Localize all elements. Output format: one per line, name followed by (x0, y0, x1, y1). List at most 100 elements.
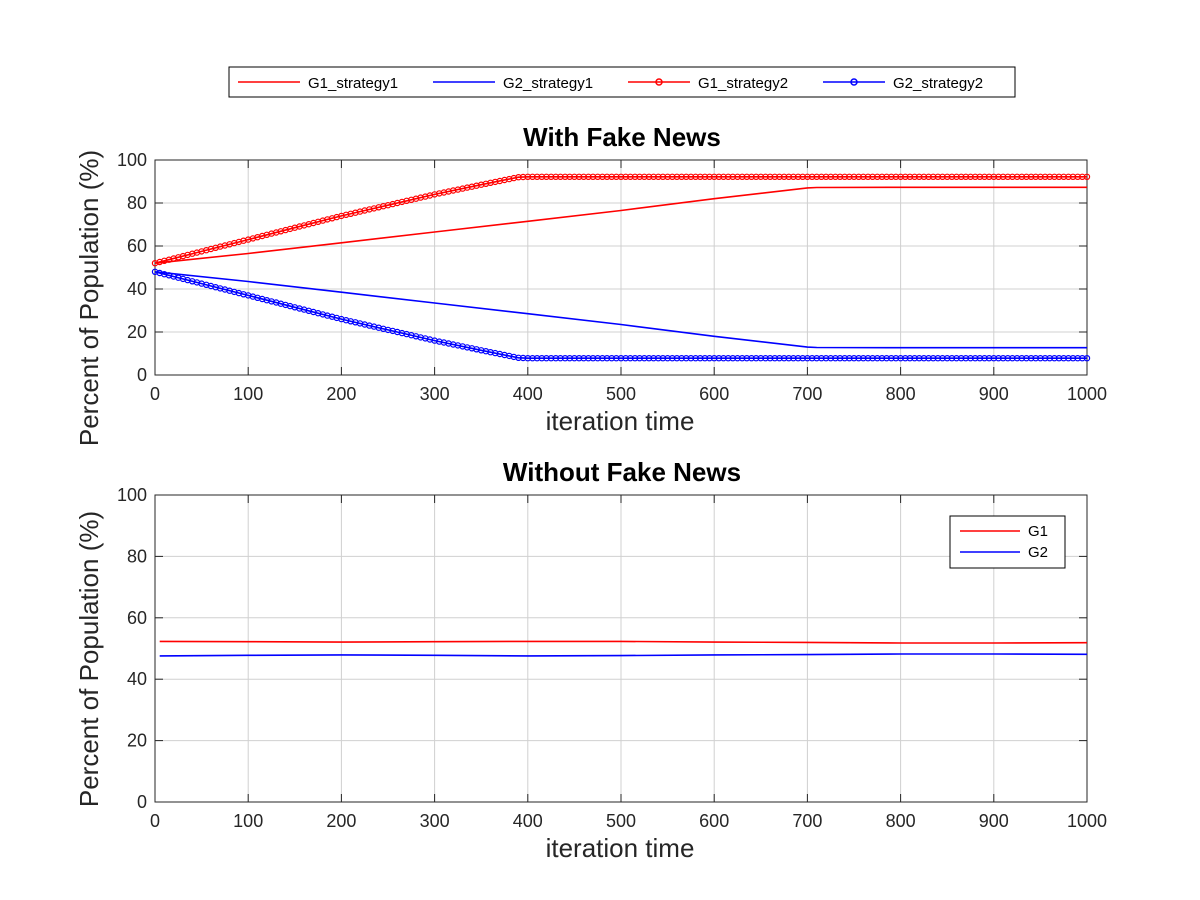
series-point-g2-strategy2 (585, 355, 592, 362)
x-tick-label: 500 (606, 811, 636, 831)
series-point-g1-strategy2 (645, 173, 653, 180)
series-point-g2-strategy2 (739, 355, 746, 362)
series-point-g1-strategy2 (855, 173, 862, 180)
series-point-g1-strategy2 (878, 173, 886, 180)
chart-with-fake-news: With Fake News 0 100 200 300 400 500 600 700 800… (74, 122, 1107, 446)
series-line-g1 (159, 640, 1088, 644)
series-point-g2-strategy2 (958, 355, 965, 362)
series-line-g1-strategy2 (154, 176, 1087, 264)
x-tick-label: 1000 (1067, 811, 1107, 831)
series-point-g1-strategy2 (608, 173, 615, 180)
series-point-g2-strategy2 (599, 355, 606, 362)
series-point-g1-strategy2 (739, 173, 746, 180)
x-tick-label: 800 (886, 811, 916, 831)
series-point-g2-strategy2 (864, 355, 872, 362)
y-tick-label: 20 (127, 731, 147, 751)
x-tick-label: 100 (233, 384, 263, 404)
series-point-g2-strategy2 (981, 355, 988, 362)
x-tick-label: 700 (792, 811, 822, 831)
plot-area-bottom: 0 100 200 300 400 500 600 700 800 900 1000 0 20 40 60 8… (117, 485, 1107, 831)
y-tick-label: 0 (137, 365, 147, 385)
top-legend-marker-g1-strategy2 (655, 78, 663, 86)
series-point-g2-strategy2 (645, 355, 653, 362)
x-tick-label: 300 (420, 811, 450, 831)
y-tick-label: 20 (127, 322, 147, 342)
y-tick-label: 60 (127, 236, 147, 256)
series-point-g2-strategy2 (934, 355, 942, 362)
series-point-g2-strategy2 (855, 355, 862, 362)
x-tick-label: 1000 (1067, 384, 1107, 404)
inner-legend-label-g2: G2 (1028, 544, 1048, 561)
series-point-g1-strategy2 (762, 173, 769, 180)
series-point-g2-strategy2 (762, 355, 769, 362)
x-tick-label: 200 (326, 811, 356, 831)
y-tick-label: 80 (127, 193, 147, 213)
x-tick-label: 300 (420, 384, 450, 404)
series-point-g2-strategy2 (841, 355, 848, 362)
top-legend-marker-g2-strategy2 (850, 78, 858, 86)
chart-without-fake-news: Without Fake News 0 100 200 300 400 500 600 700… (74, 457, 1107, 863)
series-point-g2-strategy2 (631, 355, 639, 362)
x-tick-label: 400 (513, 811, 543, 831)
series-point-g2-strategy2 (878, 355, 886, 362)
x-tick-label: 100 (233, 811, 263, 831)
series-line-g2 (159, 653, 1088, 657)
series-point-g2-strategy2 (995, 355, 1002, 362)
series-point-g2-strategy2 (972, 355, 979, 362)
series-point-g2-strategy2 (1083, 355, 1091, 362)
series-point-g1-strategy2 (529, 173, 536, 180)
series-point-g1-strategy2 (972, 173, 979, 180)
x-tick-label: 900 (979, 811, 1009, 831)
x-tick-label: 600 (699, 384, 729, 404)
series-point-g2-strategy2 (818, 355, 825, 362)
series-point-g1-strategy2 (715, 173, 723, 180)
x-axis-label-top: iteration time (546, 406, 695, 436)
y-tick-label: 100 (117, 150, 147, 170)
series-line-g2-strategy1 (154, 271, 1087, 349)
series-point-g1-strategy2 (832, 173, 839, 180)
series-point-g1-strategy2 (841, 173, 848, 180)
series-point-g1-strategy2 (631, 173, 639, 180)
series-point-g2-strategy2 (529, 355, 536, 362)
x-tick-label: 0 (150, 384, 160, 404)
series-point-g1-strategy2 (864, 173, 872, 180)
series-line-g1-strategy1 (154, 186, 1087, 264)
x-tick-label: 500 (606, 384, 636, 404)
series-point-g1-strategy2 (725, 173, 732, 180)
y-tick-label: 100 (117, 485, 147, 505)
top-legend-label-g2-strategy2: G2_strategy2 (893, 75, 983, 92)
y-tick-label: 40 (127, 279, 147, 299)
x-axis-label-bottom: iteration time (546, 833, 695, 863)
series-point-g1-strategy2 (948, 173, 956, 180)
series-point-g1-strategy2 (748, 173, 755, 180)
series-point-g1-strategy2 (599, 173, 606, 180)
plot-area-top: 0 100 200 300 400 500 600 700 800 900 1000 0 20 40 60 8… (117, 150, 1107, 404)
x-tick-label: 800 (886, 384, 916, 404)
series-point-g1-strategy2 (1083, 173, 1091, 180)
series-point-g1-strategy2 (622, 173, 629, 180)
series-point-g1-strategy2 (818, 173, 825, 180)
top-legend-label-g1-strategy1: G1_strategy1 (308, 75, 398, 92)
chart-title-with-fake-news: With Fake News (523, 122, 721, 152)
y-tick-label: 80 (127, 546, 147, 566)
series-point-g1-strategy2 (958, 173, 965, 180)
top-legend-label-g1-strategy2: G1_strategy2 (698, 75, 788, 92)
y-tick-label: 60 (127, 608, 147, 628)
x-tick-label: 200 (326, 384, 356, 404)
series-point-g2-strategy2 (608, 355, 615, 362)
inner-legend-box (949, 515, 1066, 569)
y-axis-label-bottom: Percent of Population (%) (74, 511, 104, 807)
top-legend: G1_strategy1 G2_strategy1 G1_strategy2 G… (228, 66, 1016, 98)
series-line-g2-strategy2 (154, 271, 1087, 360)
x-tick-label: 900 (979, 384, 1009, 404)
x-tick-label: 400 (513, 384, 543, 404)
y-axis-label-top: Percent of Population (%) (74, 150, 104, 446)
series-point-g2-strategy2 (748, 355, 755, 362)
series-point-g1-strategy2 (585, 173, 592, 180)
series-point-g2-strategy2 (701, 355, 709, 362)
y-tick-label: 0 (137, 792, 147, 812)
series-point-g1-strategy2 (981, 173, 988, 180)
inner-legend-label-g1: G1 (1028, 523, 1048, 540)
y-tick-label: 40 (127, 669, 147, 689)
